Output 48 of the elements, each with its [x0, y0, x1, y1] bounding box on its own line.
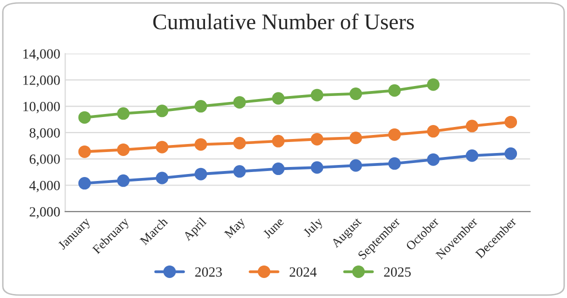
- point: [78, 111, 91, 124]
- point: [78, 145, 91, 158]
- point: [350, 132, 362, 144]
- point: [310, 132, 324, 146]
- y-tick-label: 8,000: [30, 128, 60, 140]
- point: [233, 96, 246, 109]
- point: [117, 107, 130, 120]
- point: [466, 149, 478, 162]
- legend-label: 2025: [384, 267, 411, 277]
- chart-title: Cumulative Number of Users: [153, 14, 414, 30]
- point: [156, 140, 168, 154]
- point: [388, 157, 401, 170]
- legend-label: 2023: [195, 267, 222, 277]
- point: [427, 153, 440, 166]
- x-tick-label: May: [224, 216, 248, 240]
- y-tick-label: 6,000: [30, 154, 60, 166]
- point: [272, 134, 285, 148]
- point: [233, 136, 246, 150]
- point: [504, 116, 518, 128]
- y-tick-label: 10,000: [23, 102, 60, 114]
- point: [388, 128, 401, 141]
- point: [350, 88, 362, 100]
- y-tick-label: 4,000: [29, 180, 60, 192]
- point: [388, 84, 401, 97]
- y-tick-label: 2,000: [30, 207, 60, 219]
- y-tick-label: 12,000: [23, 76, 60, 87]
- point: [272, 162, 285, 176]
- point: [466, 120, 478, 132]
- point: [156, 172, 168, 184]
- x-tick-label: July: [302, 216, 326, 240]
- point: [310, 88, 324, 102]
- point: [117, 143, 130, 156]
- point: [504, 147, 518, 160]
- point: [194, 168, 208, 180]
- point: [233, 165, 246, 178]
- point: [156, 104, 168, 118]
- point: [117, 174, 130, 187]
- point: [194, 138, 208, 151]
- point: [310, 161, 324, 174]
- legend-label: 2024: [290, 267, 317, 277]
- point: [272, 92, 285, 105]
- point: [427, 78, 440, 91]
- point: [427, 125, 440, 138]
- x-tick-label: June: [262, 217, 284, 239]
- point: [350, 159, 362, 172]
- point: [194, 100, 208, 113]
- point: [78, 177, 91, 190]
- y-tick-label: 14,000: [23, 49, 60, 61]
